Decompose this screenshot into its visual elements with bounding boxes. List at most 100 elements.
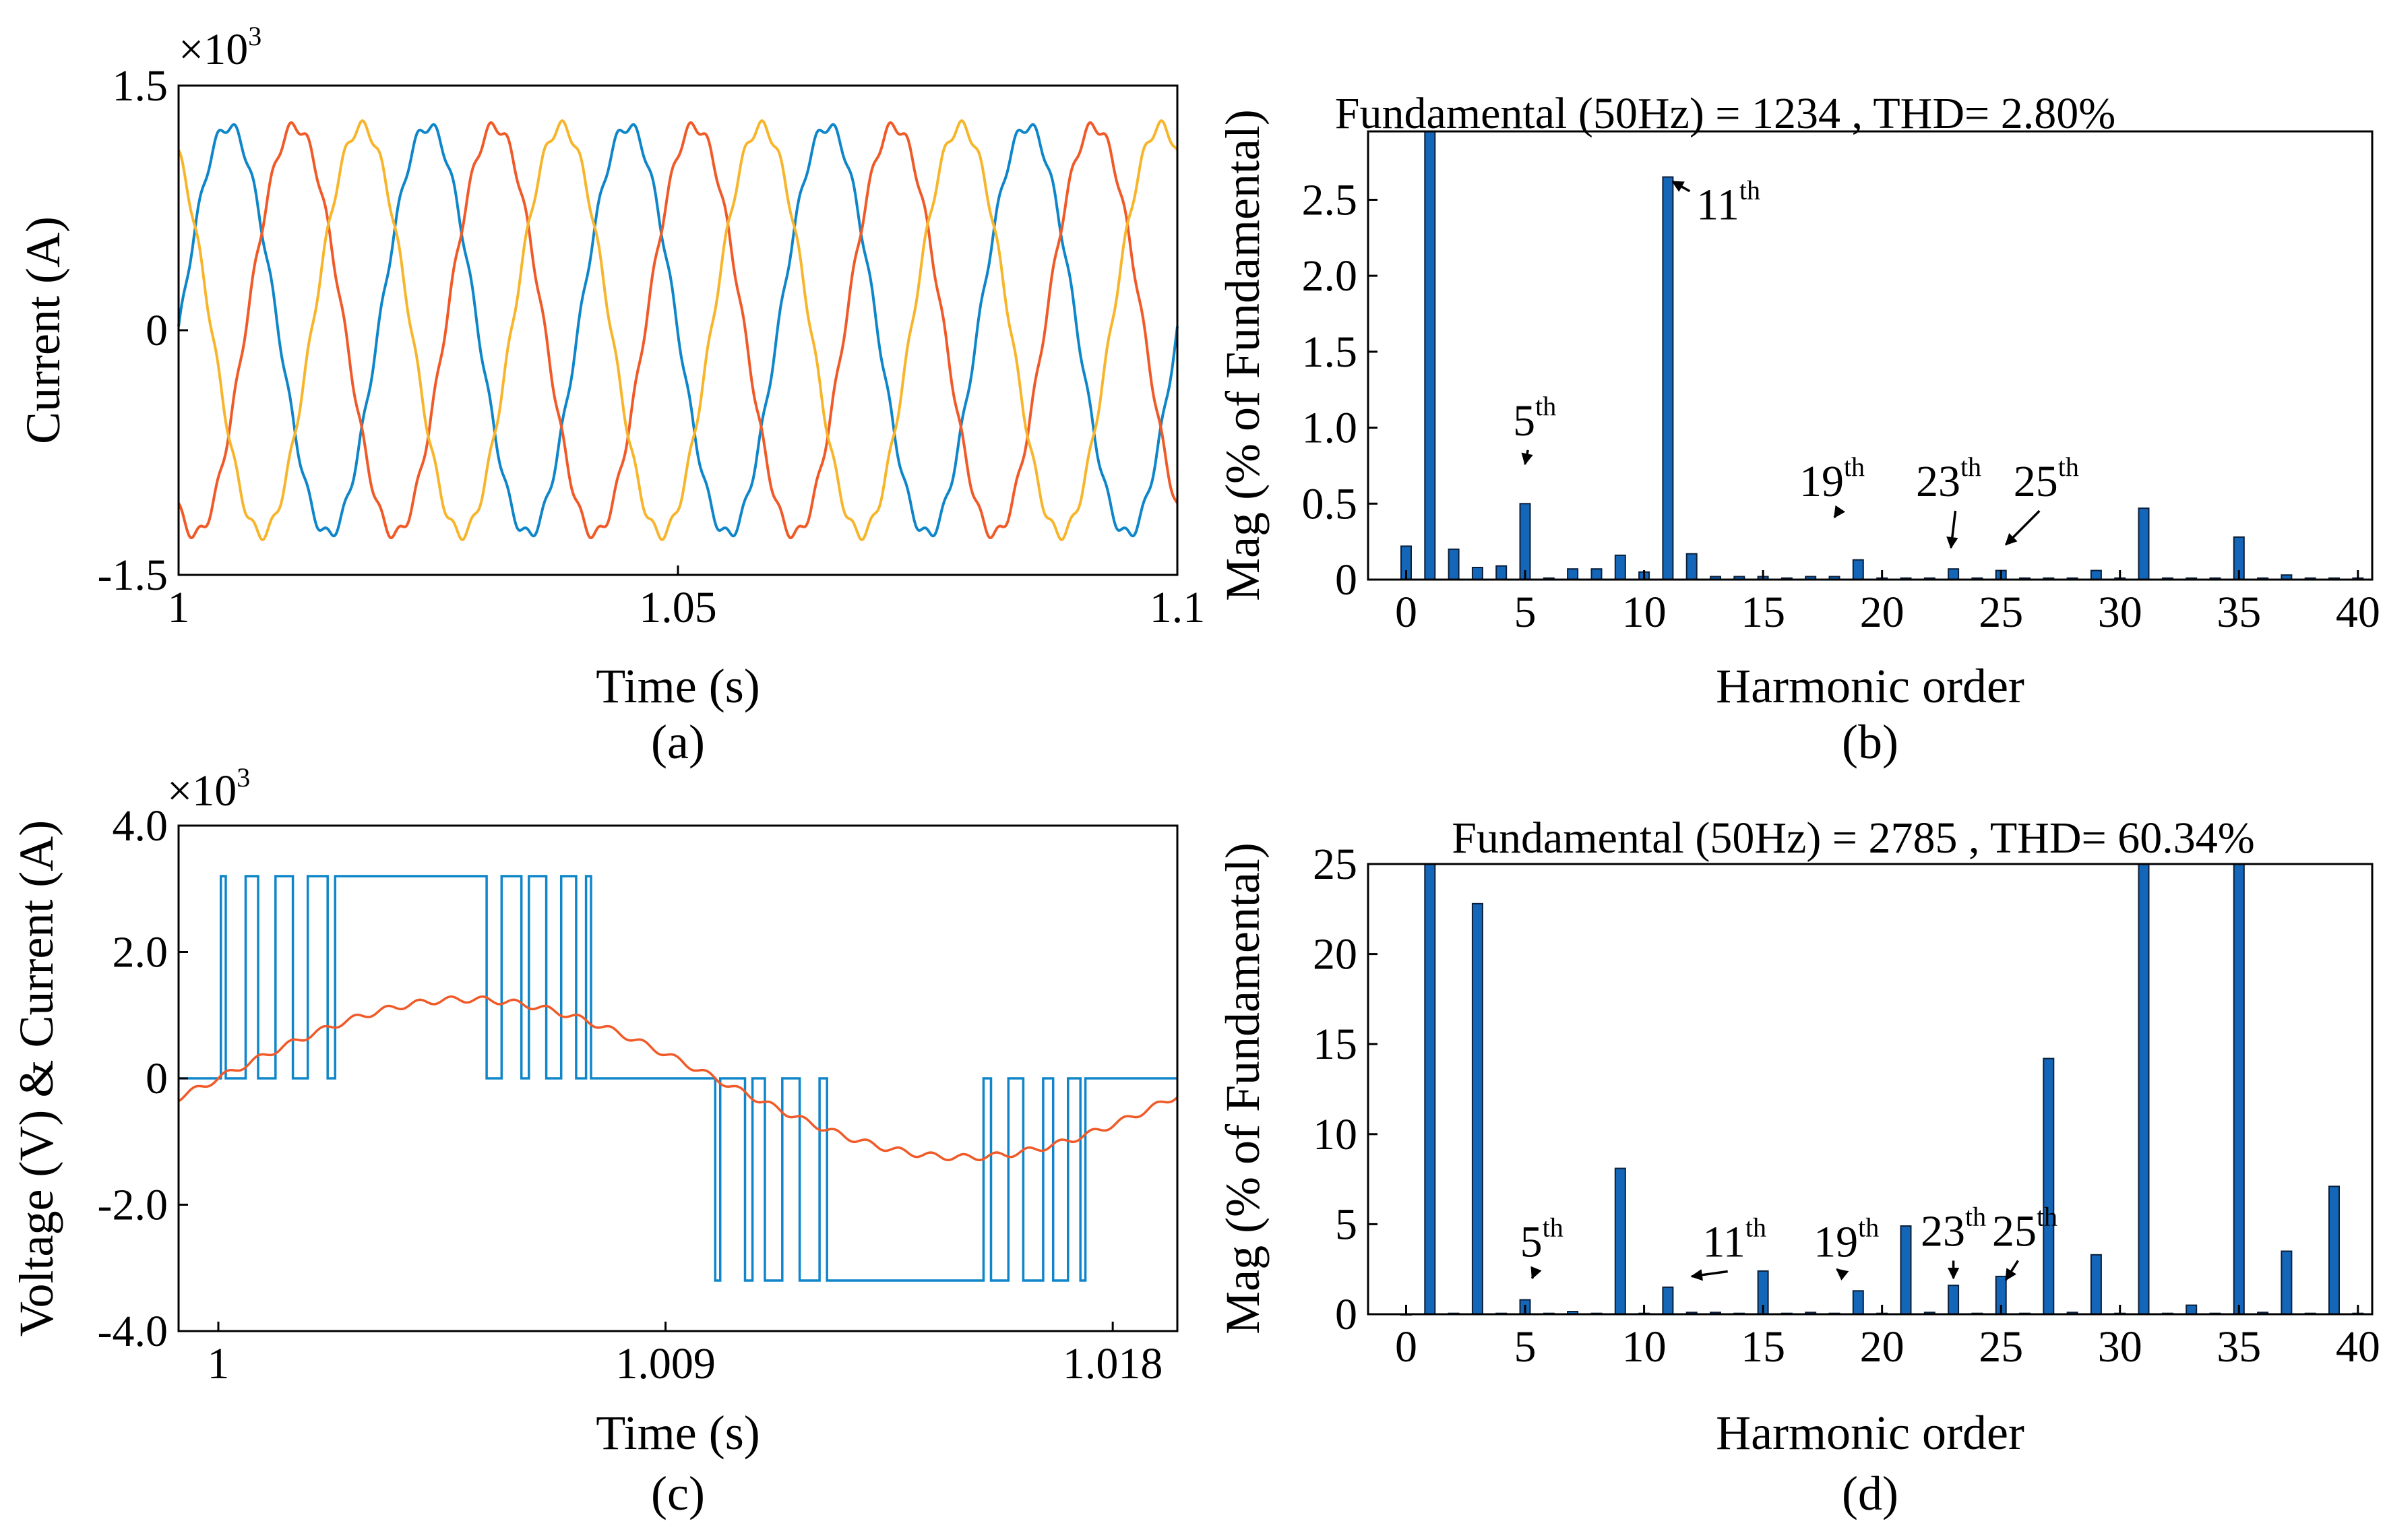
- chart-title-b: Fundamental (50Hz) = 1234 , THD= 2.80%: [1335, 89, 2115, 138]
- harmonic-bar-23: [1948, 568, 1960, 581]
- y-tick-label-c: 2.0: [113, 928, 168, 977]
- harmonic-bar-19: [1852, 559, 1864, 581]
- x-tick-label-d: 5: [1514, 1322, 1537, 1372]
- annotation-label: 19th: [1814, 1212, 1879, 1267]
- harmonic-bar-39: [2328, 1185, 2340, 1316]
- panel-b-harmonic-spectrum: Fundamental (50Hz) = 1234 , THD= 2.80% 0…: [1216, 89, 2380, 769]
- caption-d: (d): [1842, 1467, 1898, 1520]
- harmonic-bar-12: [1685, 553, 1698, 581]
- annotation-arrow: [1690, 1269, 1728, 1281]
- tick-labels-c: 1 1.009 1.018 -4.0 -2.0 0 2.0 4.0: [98, 801, 1163, 1388]
- voltage-pwm-trace: [179, 875, 1177, 1282]
- annotation-order: 25: [2014, 457, 2058, 506]
- harmonic-bar-37: [2281, 1250, 2293, 1315]
- annotation-order: 19: [1799, 457, 1844, 506]
- annotation-suffix: th: [1543, 1212, 1563, 1243]
- annotation-11th: 11th: [1671, 175, 1760, 230]
- caption-c: (c): [651, 1467, 705, 1520]
- axes-frame-d: [1367, 863, 2374, 1316]
- annotation-23th: 23th: [1916, 452, 1981, 549]
- y-tick-label-d: 10: [1313, 1110, 1357, 1159]
- x-axis-label-d: Harmonic order: [1716, 1406, 2024, 1460]
- harmonic-bar-31: [2138, 507, 2150, 580]
- x-tick-label-b: 35: [2217, 588, 2261, 637]
- current-trace-phase-c: [177, 119, 1179, 541]
- y-tick-label-b: 0: [1335, 555, 1357, 605]
- harmonic-bar-29: [2090, 569, 2102, 580]
- y-tick-label-c: -4.0: [98, 1307, 168, 1356]
- annotation-order: 5: [1520, 1218, 1543, 1267]
- y-axis-label-c: Voltage (V) & Current (A): [9, 820, 63, 1336]
- plot-area-b: [1400, 131, 2364, 581]
- y-tick-label-c: 4.0: [113, 801, 168, 851]
- caption-b: (b): [1842, 715, 1898, 769]
- harmonic-bar-2: [1448, 548, 1460, 581]
- annotation-label: 23th: [1921, 1202, 1986, 1256]
- y-tick-label-b: 0.5: [1302, 479, 1358, 528]
- annotation-arrow: [1530, 1266, 1542, 1280]
- x-tick-label-b: 10: [1622, 588, 1667, 637]
- y-tick-label-b: 1.5: [1302, 328, 1358, 377]
- harmonic-bar-7: [1567, 568, 1579, 581]
- caption-a: (a): [651, 715, 705, 769]
- plot-area-c: [178, 875, 1179, 1282]
- annotation-label: 11th: [1696, 175, 1760, 230]
- y-axis-label-a: Current (A): [16, 216, 70, 444]
- x-tick-label-d: 35: [2217, 1322, 2261, 1372]
- axes-frame-b: [1367, 130, 2374, 581]
- annotation-suffix: th: [2037, 1202, 2057, 1232]
- x-tick-label-b: 40: [2336, 588, 2380, 637]
- y-axis-label-b: Mag (% of Fundamental): [1216, 109, 1270, 601]
- harmonic-bar-9: [1614, 554, 1626, 581]
- annotation-order: 23: [1916, 457, 1960, 506]
- annotation-suffix: th: [1745, 1212, 1766, 1243]
- annotation-label: 25th: [2014, 452, 2079, 506]
- x-axis-label-a: Time (s): [596, 659, 760, 713]
- harmonic-bar-21: [1900, 1225, 1912, 1315]
- x-tick-label-a: 1.05: [639, 583, 717, 632]
- annotation-suffix: th: [1858, 1212, 1879, 1243]
- x-tick-label-d: 10: [1622, 1322, 1667, 1372]
- harmonic-bar-27: [2043, 1057, 2055, 1315]
- y-tick-label-d: 0: [1335, 1290, 1357, 1339]
- annotation-arrow: [1946, 510, 1958, 549]
- annotation-arrow: [2005, 510, 2041, 546]
- annotation-arrow: [1833, 505, 1846, 519]
- annotation-23th: 23th: [1921, 1202, 1986, 1280]
- annotation-order: 5: [1513, 396, 1535, 445]
- annotation-label: 25th: [1992, 1202, 2057, 1256]
- tick-labels-b: 0 5 10 15 20 25 30 35 40 0 0.5 1.0 1.5 2.0 2.5: [1302, 175, 2380, 637]
- annotation-5th: 5th: [1513, 391, 1556, 466]
- y-tick-label-c: 0: [146, 1054, 168, 1103]
- annotation-label: 5th: [1520, 1212, 1563, 1267]
- x-tick-label-d: 20: [1860, 1322, 1904, 1372]
- harmonic-bar-11: [1662, 176, 1674, 581]
- annotation-suffix: th: [2058, 452, 2079, 482]
- tick-labels-d: 0 5 10 15 20 25 30 35 40 0 5 10 15 20 25: [1313, 840, 2380, 1372]
- current-trace: [178, 995, 1179, 1162]
- harmonic-bar-35: [2233, 863, 2245, 1315]
- harmonic-bar-33: [2186, 1304, 2198, 1315]
- annotation-5th: 5th: [1520, 1212, 1563, 1280]
- harmonic-bar-1: [1424, 863, 1436, 1315]
- harmonic-bar-23: [1948, 1285, 1960, 1315]
- y-tick-label-d: 5: [1335, 1200, 1357, 1249]
- harmonic-annotations-d: 5th 11th 19th 23th 25th: [1520, 1202, 2057, 1281]
- x-tick-label-b: 0: [1395, 588, 1417, 637]
- scale-base-a: ×10: [179, 25, 248, 74]
- x-tick-label-d: 40: [2336, 1322, 2380, 1372]
- panel-a-current-waveform: 1 1.05 1.1 -1.5 0 1.5 ×103 Current (A) Time (…: [16, 21, 1205, 769]
- x-tick-label-b: 25: [1979, 588, 2023, 637]
- annotation-label: 19th: [1799, 452, 1865, 506]
- y-tick-label-a: -1.5: [98, 551, 168, 600]
- x-tick-label-a: 1: [168, 583, 190, 632]
- x-tick-label-d: 30: [2098, 1322, 2142, 1372]
- annotation-arrow: [1671, 180, 1691, 193]
- harmonic-bar-3: [1471, 567, 1483, 580]
- y-tick-label-b: 2.5: [1302, 175, 1358, 224]
- y-axis-label-d: Mag (% of Fundamental): [1216, 842, 1270, 1334]
- x-tick-label-a: 1.1: [1150, 583, 1206, 632]
- plot-area-a: [177, 119, 1179, 541]
